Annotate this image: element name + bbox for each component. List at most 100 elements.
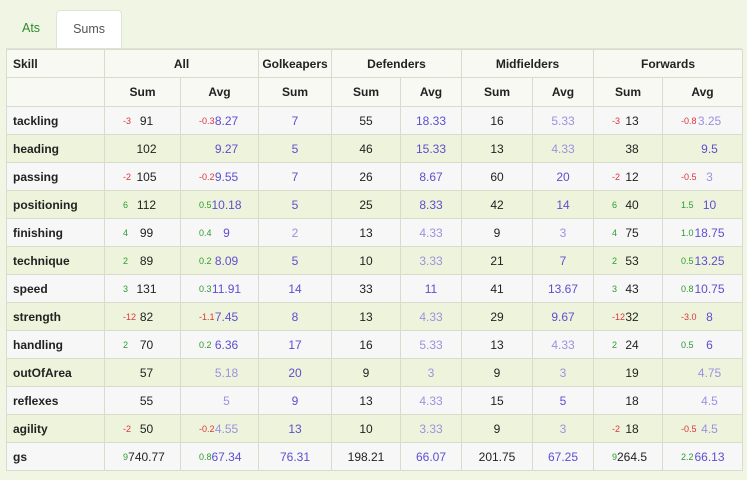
cell-value: 13 [359,393,373,408]
defenders-sum-cell: 13 [331,302,401,331]
defenders-avg-cell: 8.67 [400,162,462,191]
cell-value: 33 [359,281,373,296]
cell-value: 4.33 [551,141,575,156]
skill-name: tackling [6,106,105,135]
cell-value: 8.33 [419,197,443,212]
forwards-avg-cell: 9.5 [662,134,744,163]
cell-value: 20 [288,365,302,380]
cell-value: 9 [362,365,370,380]
forwards-avg-header: Avg [662,77,744,107]
diff-indicator: -2 [612,171,621,182]
diff-indicator: -0.2 [199,423,215,434]
defenders-sum-cell: 55 [331,106,401,135]
diff-indicator: 2 [612,255,618,266]
defenders-avg-cell: 8.33 [400,190,462,219]
cell-value: 10 [359,253,373,268]
defenders-sum-cell: 46 [331,134,401,163]
sums-panel: Skill All Golkeapers Defenders Midfielde… [6,48,744,471]
cell-value: 7 [291,113,299,128]
cell-value: 9.55 [214,169,239,184]
all-avg-cell: 0.2 8.09 [180,246,259,275]
cell-value: 13 [625,113,639,128]
diff-indicator: -2 [123,423,132,434]
cell-value: 8.09 [214,253,239,268]
cell-value: 9 [493,225,501,240]
defenders-sum-cell: 10 [331,414,401,443]
table-row: outOfArea 57 5.18 20 9 3 9 3 19 4.75 [6,358,744,387]
midfielders-avg-header: Avg [531,77,595,107]
diff-indicator: 2 [612,339,618,350]
cell-value: 10 [359,421,373,436]
defenders-avg-cell: 4.33 [400,302,462,331]
skill-name: finishing [6,218,105,247]
forwards-sum-cell: 4 75 [593,218,664,247]
forwards-avg-cell: 4.5 [662,386,744,415]
diff-indicator: 0.8 [199,451,212,462]
all-avg-cell: 0.5 10.18 [180,190,259,219]
tab-sums[interactable]: Sums [56,10,123,49]
cell-value: 67.34 [211,449,242,464]
cell-value: 3 [559,421,567,436]
diff-indicator: 9 [612,451,618,462]
cell-value: 8 [291,309,299,324]
cell-value: 76.31 [279,449,311,464]
table-row: strength -12 82 -1.1 7.45 8 13 4.33 29 9.67 -12 32-… [6,302,744,331]
cell-value: 29 [490,309,504,324]
midfielders-sum-cell: 16 [461,106,533,135]
all-sum-cell: 2 89 [104,246,181,275]
all-avg-cell: -0.2 9.55 [180,162,259,191]
defenders-sum-cell: 25 [331,190,401,219]
cell-value: 89 [139,253,154,268]
cell-value: 91 [139,113,154,128]
cell-value: 41 [490,281,504,296]
goalkeepers-sum-cell: 8 [258,302,332,331]
cell-value: 5 [223,393,230,408]
cell-value: 5 [291,253,299,268]
midfielders-avg-cell: 4.33 [531,330,595,359]
cell-value: 7.45 [214,309,239,324]
skill-name: gs [6,442,105,471]
diff-indicator: 4 [612,227,618,238]
cell-value: 5 [291,141,299,156]
cell-value: 15.33 [415,141,447,156]
cell-value: 60 [490,169,504,184]
midfielders-avg-cell: 3 [531,218,595,247]
defenders-avg-cell: 3.33 [400,414,462,443]
midfielders-sum-cell: 13 [461,330,533,359]
all-sum-header: Sum [104,77,181,107]
defenders-avg-cell: 4.33 [400,218,462,247]
forwards-avg-cell: -0.5 4.5 [662,414,744,443]
goalkeepers-sum-cell: 9 [258,386,332,415]
cell-value: 55 [359,113,373,128]
table-row: passing -2 105 -0.2 9.55 7 26 8.67 60 20 -2 12 -0.5 3 [6,162,744,191]
table-row: tackling -3 91 -0.3 8.27 7 55 18.33 16 5.33 -3 13 -0… [6,106,744,135]
cell-value: 13.67 [547,281,579,296]
cell-value: 18 [625,421,639,436]
cell-value: 3 [706,169,713,184]
tab-ats[interactable]: Ats [22,21,41,35]
all-avg-cell: 5.18 [180,358,259,387]
all-avg-cell: -0.2 4.55 [180,414,259,443]
midfielders-sum-cell: 9 [461,414,533,443]
cell-value: 9.67 [551,309,575,324]
all-sum-cell: -2 105 [104,162,181,191]
all-avg-cell: 5 [180,386,259,415]
forwards-sum-cell: 2 53 [593,246,664,275]
forwards-avg-cell: -3.0 8 [662,302,744,331]
cell-value: 17 [288,337,302,352]
cell-value: 11 [424,281,438,296]
defenders-avg-cell: 15.33 [400,134,462,163]
midfielders-sum-cell: 13 [461,134,533,163]
cell-value: 12 [625,169,639,184]
skill-name: positioning [6,190,105,219]
cell-value: 13 [490,141,504,156]
cell-value: 8.67 [419,169,443,184]
cell-value: 3.33 [419,421,443,436]
cell-value: 9 [223,225,230,240]
all-sum-cell: -12 82 [104,302,181,331]
defenders-sum-header: Sum [331,77,401,107]
forwards-avg-cell: -0.8 3.25 [662,106,744,135]
cell-value: 3.25 [697,113,722,128]
cell-value: 40 [625,197,639,212]
midfielders-avg-cell: 5 [531,386,595,415]
